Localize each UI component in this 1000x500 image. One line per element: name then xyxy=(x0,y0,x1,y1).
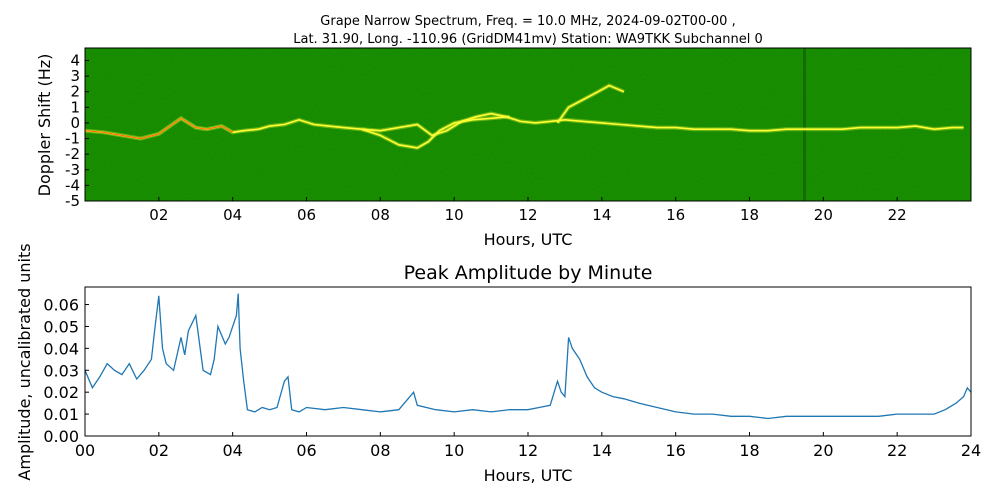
doppler-trace-peak xyxy=(85,117,233,140)
spectrogram-x-axis-label: Hours, UTC xyxy=(484,230,573,249)
spectrogram-noise xyxy=(85,48,971,201)
spectrogram-y-tick-label: 0 xyxy=(70,114,80,132)
spectrogram-y-tick-label: 3 xyxy=(70,67,80,85)
spectrogram-y-tick-label: -3 xyxy=(65,161,80,179)
spectrogram-y-tick-label: 4 xyxy=(70,51,80,69)
spectrogram-x-ticks: 02 04 06 08 10 12 14 16 18 20 22 xyxy=(149,197,907,224)
spectrogram-y-tick-label: 2 xyxy=(70,83,80,101)
spectrogram-x-tick-label: 10 xyxy=(445,206,464,224)
spectrogram-x-tick-label: 06 xyxy=(297,206,316,224)
amplitude-y-tick-label: 0.01 xyxy=(43,405,79,424)
spectrogram-y-tick-label: -2 xyxy=(65,145,80,163)
amplitude-plot-area xyxy=(85,287,971,436)
amplitude-y-tick-label: 0.04 xyxy=(43,339,79,358)
amplitude-y-tick-label: 0.05 xyxy=(43,317,79,336)
amplitude-x-tick-label: 14 xyxy=(592,441,612,460)
amplitude-y-tick-label: 0.03 xyxy=(43,361,79,380)
spectrogram-x-tick-label: 18 xyxy=(740,206,759,224)
amplitude-x-tick-label: 18 xyxy=(739,441,759,460)
spectrogram-x-tick-label: 16 xyxy=(666,206,685,224)
spectrogram-y-tick-label: -4 xyxy=(65,176,80,194)
spectrogram-x-tick-label: 22 xyxy=(888,206,907,224)
spectrogram-x-tick-label: 20 xyxy=(814,206,833,224)
amplitude-y-tick-label: 0.02 xyxy=(43,383,79,402)
spectrogram-x-tick-label: 08 xyxy=(371,206,390,224)
amplitude-panel: Peak Amplitude by Minute 00 02 04 06 08 10 12 1… xyxy=(15,243,981,485)
amplitude-x-tick-label: 06 xyxy=(296,441,316,460)
amplitude-x-tick-label: 24 xyxy=(961,441,981,460)
spectrogram-y-tick-label: -5 xyxy=(65,192,80,210)
amplitude-title: Peak Amplitude by Minute xyxy=(404,262,653,284)
spectrogram-x-tick-label: 02 xyxy=(149,206,168,224)
amplitude-y-ticks: 0.00 0.01 0.02 0.03 0.04 0.05 0.06 xyxy=(43,296,89,446)
amplitude-y-tick-label: 0.00 xyxy=(43,427,79,446)
spectrogram-x-tick-label: 12 xyxy=(518,206,537,224)
doppler-trace-descending xyxy=(361,115,510,149)
spectrogram-dark-band xyxy=(803,48,806,201)
spectrogram-traces xyxy=(85,83,964,150)
amplitude-x-tick-label: 00 xyxy=(75,441,95,460)
amplitude-x-tick-label: 22 xyxy=(887,441,907,460)
amplitude-series xyxy=(85,293,971,420)
amplitude-x-tick-label: 12 xyxy=(518,441,538,460)
spectrum-title-line1: Grape Narrow Spectrum, Freq. = 10.0 MHz,… xyxy=(320,14,735,29)
spectrogram-y-tick-label: -1 xyxy=(65,130,80,148)
amplitude-x-tick-label: 04 xyxy=(222,441,242,460)
amplitude-x-tick-label: 16 xyxy=(665,441,685,460)
spectrogram-y-axis-label: Doppler Shift (Hz) xyxy=(35,54,54,197)
amplitude-x-ticks: 00 02 04 06 08 10 12 14 16 18 20 22 24 xyxy=(75,432,981,460)
spectrogram-x-tick-label: 04 xyxy=(223,206,242,224)
amplitude-x-axis-label: Hours, UTC xyxy=(484,466,573,485)
amplitude-x-tick-label: 10 xyxy=(444,441,464,460)
amplitude-y-axis-label: Amplitude, uncalibrated units xyxy=(15,243,34,480)
amplitude-series-line-0 xyxy=(85,293,971,420)
doppler-trace-ascending xyxy=(556,84,625,124)
amplitude-x-tick-label: 20 xyxy=(813,441,833,460)
amplitude-x-tick-label: 02 xyxy=(149,441,169,460)
spectrum-title-line2: Lat. 31.90, Long. -110.96 (GridDM41mv) S… xyxy=(293,32,763,47)
spectrogram-y-tick-label: 1 xyxy=(70,98,80,116)
amplitude-y-tick-label: 0.06 xyxy=(43,296,79,315)
spectrogram-x-tick-label: 14 xyxy=(592,206,611,224)
amplitude-x-tick-label: 08 xyxy=(370,441,390,460)
